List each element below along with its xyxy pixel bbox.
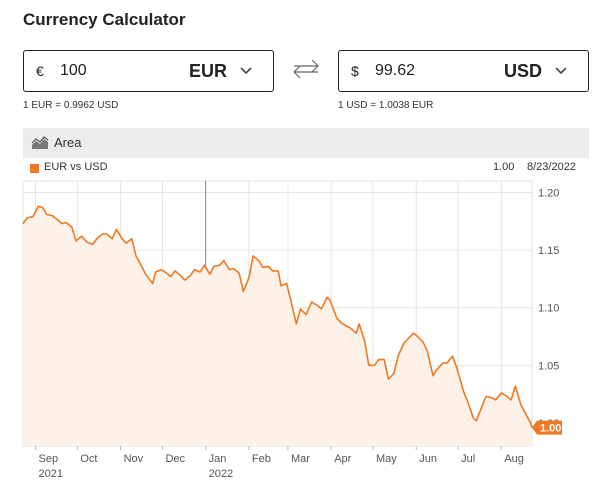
chevron-down-icon[interactable]: [554, 64, 568, 78]
x-year-label: 2022: [209, 468, 233, 480]
last-value-tag-label: 1.00: [540, 423, 561, 435]
x-tick-label: Apr: [334, 453, 351, 465]
from-amount-input[interactable]: [60, 62, 170, 80]
y-tick-label: 1.15: [538, 245, 559, 257]
x-tick-label: Feb: [252, 453, 271, 465]
x-tick-label: Nov: [124, 453, 144, 465]
legend-last-value: 1.00: [493, 161, 515, 173]
x-tick-label: Mar: [291, 453, 310, 465]
y-tick-label: 1.05: [538, 360, 559, 372]
to-amount-input[interactable]: [375, 62, 485, 80]
page-title: Currency Calculator: [23, 10, 186, 29]
legend-swatch: [30, 164, 39, 173]
y-tick-label: 1.20: [538, 188, 559, 200]
legend-last-date: 8/23/2022: [527, 161, 576, 173]
from-rate-text: 1 EUR = 0.9962 USD: [23, 100, 119, 111]
swap-arrows-icon[interactable]: [290, 58, 322, 82]
x-tick-label: Sep: [39, 453, 59, 465]
x-tick-label: Jan: [209, 453, 227, 465]
chevron-down-icon[interactable]: [239, 64, 253, 78]
chart-type-label: Area: [54, 135, 82, 150]
from-currency-code[interactable]: EUR: [188, 61, 227, 81]
to-currency-symbol: $: [351, 63, 359, 79]
to-currency-code[interactable]: USD: [503, 61, 542, 81]
series-line: [22, 205, 533, 428]
area-chart-icon: [31, 136, 49, 149]
last-value-tag: [532, 420, 562, 435]
x-tick-label: May: [376, 453, 397, 465]
x-tick-label: Aug: [504, 453, 524, 465]
chart-type-selector[interactable]: Area: [23, 128, 589, 158]
x-tick-label: Dec: [165, 453, 185, 465]
legend-series-label: EUR vs USD: [44, 161, 108, 173]
y-tick-label: 1.10: [538, 303, 559, 315]
from-currency-box: € EUR: [23, 50, 274, 92]
x-tick-label: Jun: [419, 453, 437, 465]
series-area: [23, 206, 532, 446]
to-currency-box: $ USD: [338, 50, 589, 92]
to-rate-text: 1 USD = 1.0038 EUR: [338, 100, 434, 111]
x-tick-label: Jul: [461, 453, 475, 465]
x-year-label: 2021: [39, 468, 63, 480]
x-tick-label: Oct: [80, 453, 97, 465]
from-currency-symbol: €: [36, 63, 44, 79]
